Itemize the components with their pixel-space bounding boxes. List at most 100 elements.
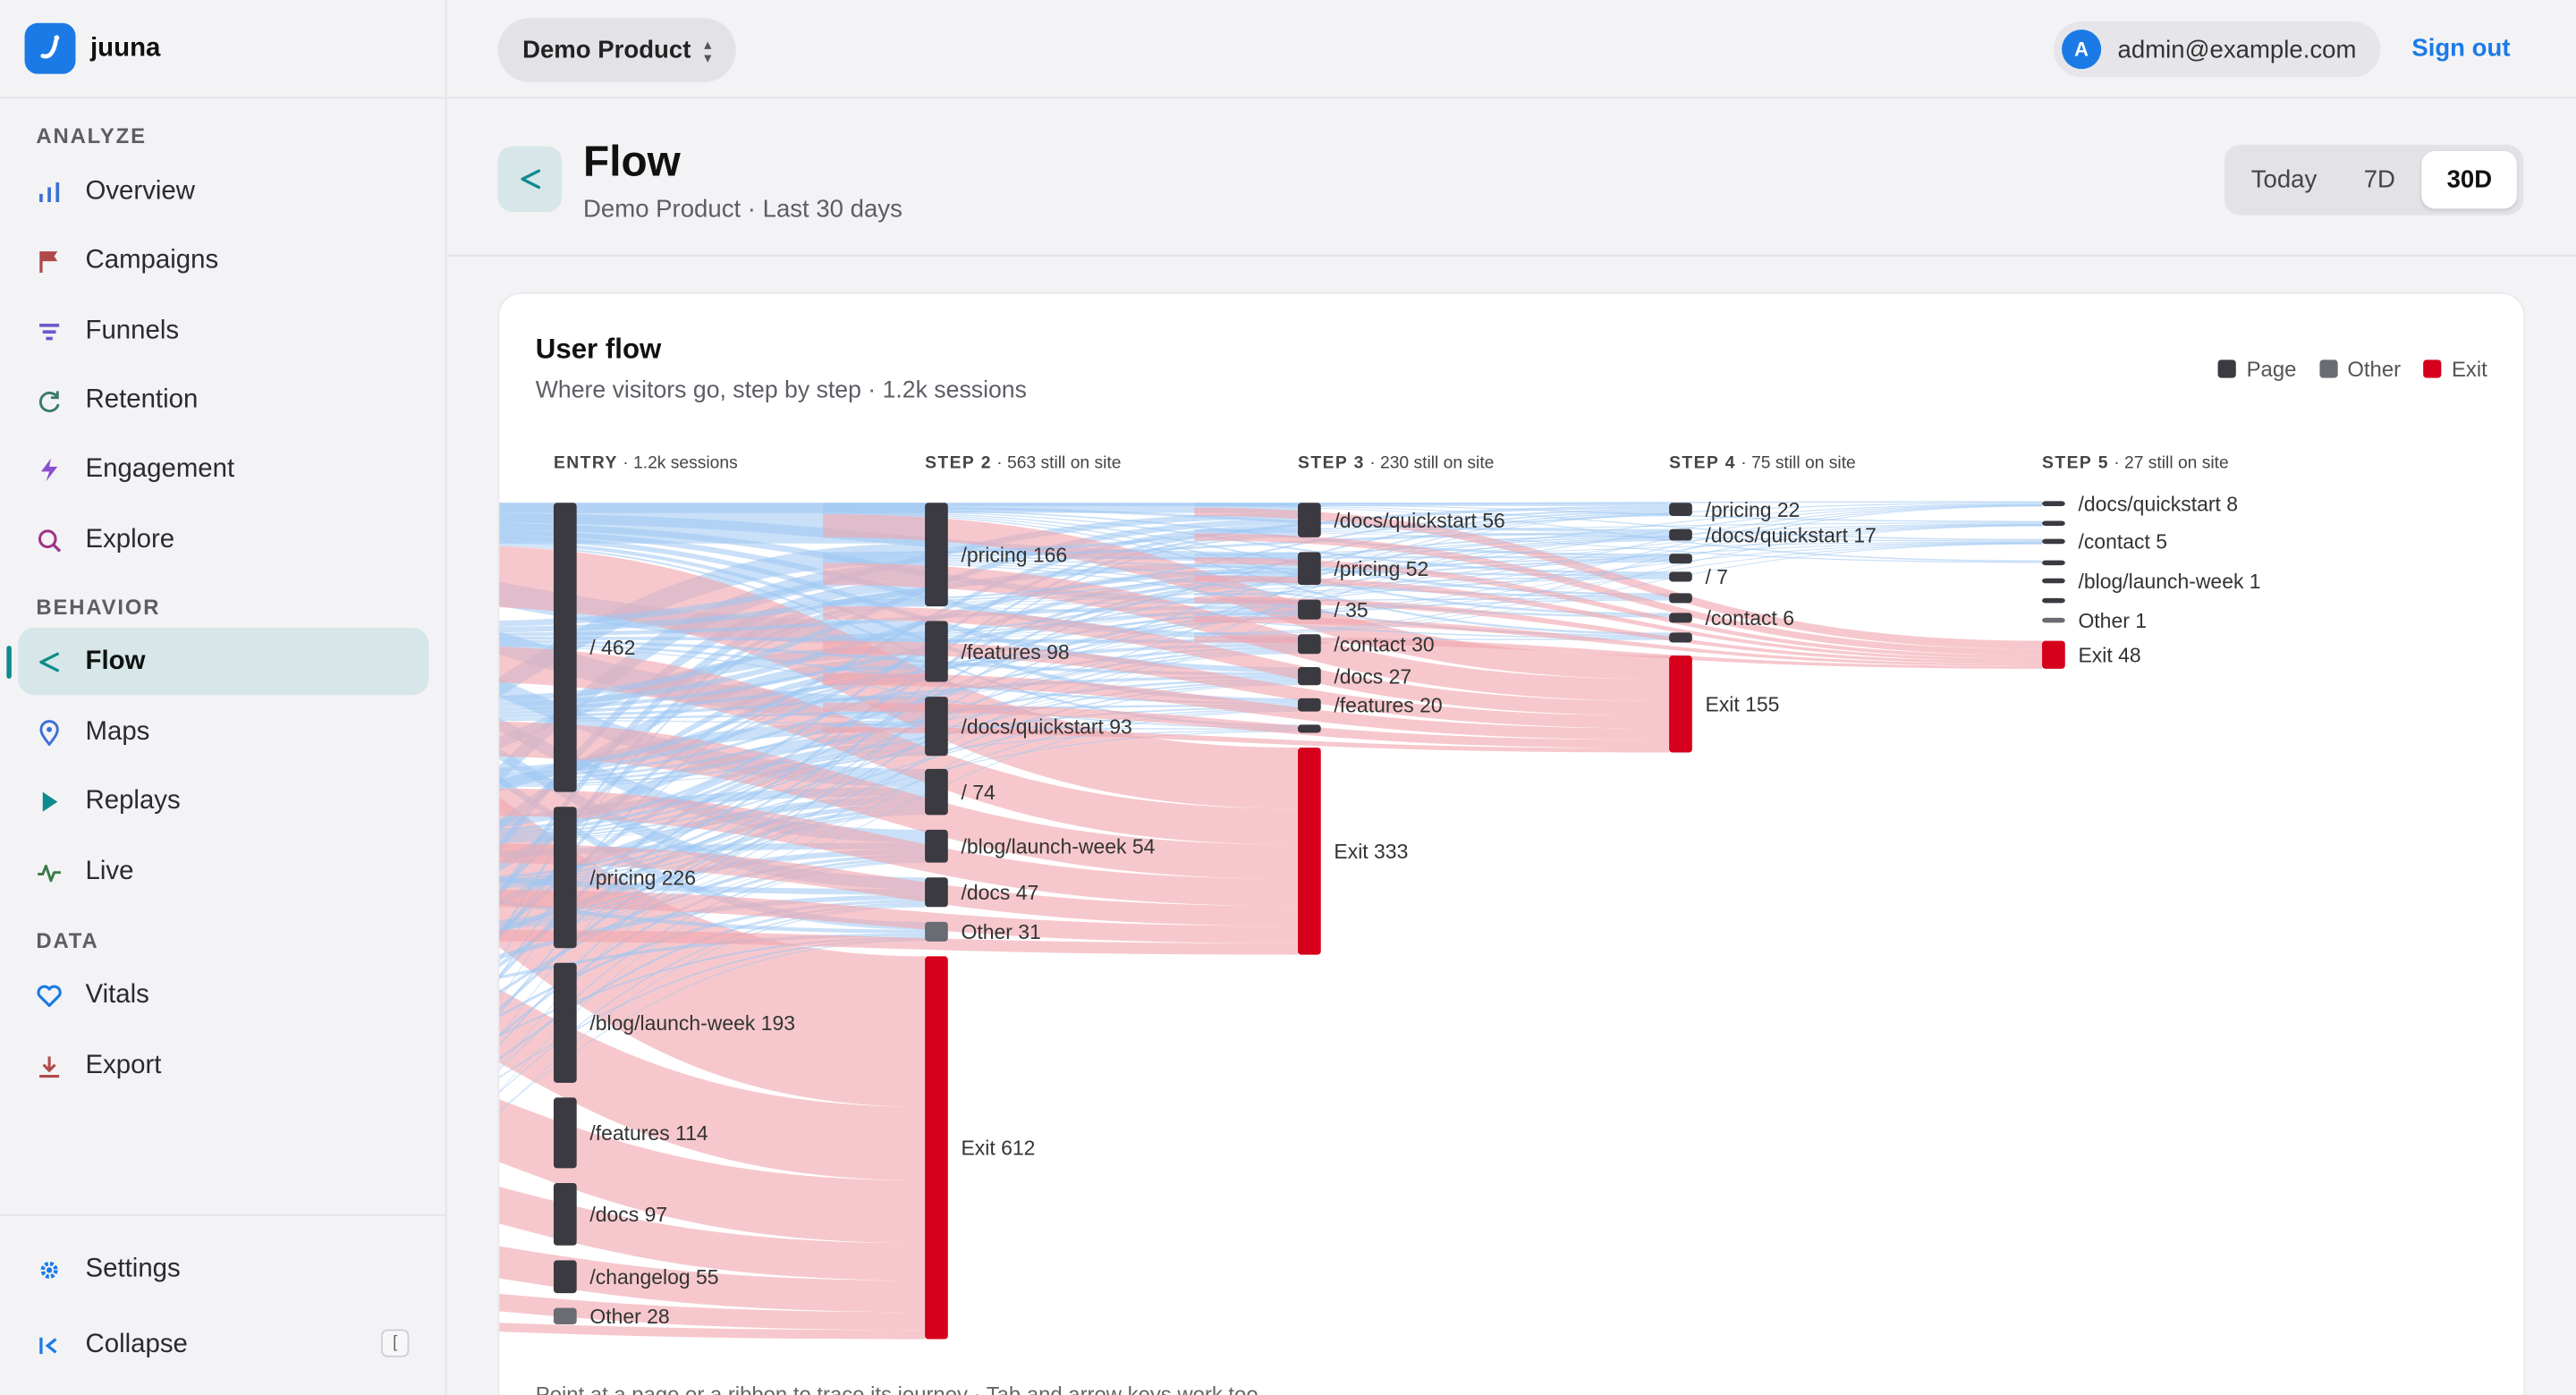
flow-link[interactable]: [823, 702, 1670, 748]
flow-node[interactable]: [1298, 698, 1321, 712]
flow-link[interactable]: [823, 537, 1670, 671]
flow-node[interactable]: [2042, 538, 2065, 545]
range-today-button[interactable]: Today: [2250, 165, 2318, 194]
range-30d-button[interactable]: 30D: [2421, 151, 2517, 209]
flow-link[interactable]: [1194, 507, 2043, 649]
flow-link[interactable]: [1194, 542, 2043, 596]
flow-node[interactable]: [553, 962, 577, 1083]
flow-link[interactable]: [499, 522, 1299, 606]
flow-link[interactable]: [1194, 616, 2043, 666]
flow-link[interactable]: [499, 1213, 926, 1313]
flow-node[interactable]: [553, 807, 577, 949]
flow-node-exit[interactable]: [2042, 640, 2065, 669]
flow-link[interactable]: [823, 513, 1670, 680]
flow-link[interactable]: [823, 514, 1670, 700]
flow-link[interactable]: [1194, 636, 2043, 669]
flow-link[interactable]: [499, 788, 1299, 907]
sidebar-item-maps[interactable]: Maps: [18, 698, 428, 765]
flow-node-exit[interactable]: [1298, 748, 1321, 955]
flow-link[interactable]: [1194, 596, 2043, 664]
brand[interactable]: juuna: [0, 0, 445, 99]
flow-node[interactable]: [1298, 552, 1321, 586]
flow-node[interactable]: [1669, 554, 1692, 564]
flow-link[interactable]: [823, 561, 1670, 672]
flow-link[interactable]: [499, 605, 1299, 637]
flow-link[interactable]: [1194, 505, 2043, 562]
flow-link[interactable]: [823, 672, 1670, 740]
flow-link[interactable]: [1194, 575, 2043, 662]
flow-link[interactable]: [1194, 503, 2043, 555]
sidebar-item-replays[interactable]: Replays: [18, 767, 428, 834]
flow-link[interactable]: [823, 561, 1670, 618]
flow-link[interactable]: [1194, 503, 2043, 531]
sidebar-item-funnels[interactable]: Funnels: [18, 298, 428, 365]
flow-link[interactable]: [499, 641, 926, 1107]
flow-link[interactable]: [823, 531, 1670, 558]
flow-node[interactable]: [553, 1097, 577, 1169]
flow-link[interactable]: [823, 539, 1670, 726]
flow-link[interactable]: [499, 568, 926, 721]
flow-link[interactable]: [1194, 542, 2043, 575]
sidebar-item-engagement[interactable]: Engagement: [18, 435, 428, 503]
flow-link[interactable]: [1194, 504, 2043, 541]
sidebar-item-live[interactable]: Live: [18, 838, 428, 905]
flow-node[interactable]: [1669, 632, 1692, 643]
flow-link[interactable]: [823, 605, 1670, 716]
flow-node[interactable]: [925, 877, 948, 908]
flow-node[interactable]: [553, 1182, 577, 1246]
flow-link[interactable]: [499, 1276, 926, 1331]
flow-link[interactable]: [499, 704, 1299, 720]
sidebar-item-settings[interactable]: Settings: [18, 1236, 428, 1303]
flow-link[interactable]: [499, 875, 926, 1181]
flow-node[interactable]: [925, 921, 948, 942]
flow-link[interactable]: [823, 510, 1670, 575]
flow-link[interactable]: [499, 1131, 926, 1281]
sign-out-link[interactable]: Sign out: [2411, 34, 2511, 63]
flow-link[interactable]: [823, 640, 1670, 729]
flow-link[interactable]: [499, 639, 1299, 676]
flow-link[interactable]: [499, 865, 926, 895]
flow-link[interactable]: [823, 536, 1670, 638]
flow-node[interactable]: [1669, 613, 1692, 623]
flow-link[interactable]: [1194, 533, 2043, 655]
flow-link[interactable]: [823, 511, 1670, 596]
flow-link[interactable]: [1194, 543, 2043, 616]
flow-link[interactable]: [1194, 504, 2043, 595]
flow-link[interactable]: [1194, 505, 2043, 634]
flow-node[interactable]: [2042, 520, 2065, 526]
sidebar-item-export[interactable]: Export: [18, 1032, 428, 1099]
flow-node[interactable]: [1669, 593, 1692, 604]
flow-node[interactable]: [2042, 501, 2065, 506]
flow-node[interactable]: [553, 1260, 577, 1294]
flow-node[interactable]: [1298, 634, 1321, 655]
flow-node[interactable]: [1298, 667, 1321, 686]
flow-link[interactable]: [1194, 522, 2043, 531]
flow-link[interactable]: [1194, 523, 2043, 556]
flow-link[interactable]: [823, 578, 1670, 639]
flow-link[interactable]: [499, 1315, 926, 1340]
flow-node[interactable]: [1298, 599, 1321, 620]
flow-node[interactable]: [925, 621, 948, 682]
sidebar-item-explore[interactable]: Explore: [18, 506, 428, 573]
sidebar-item-overview[interactable]: Overview: [18, 157, 428, 224]
sidebar-item-campaigns[interactable]: Campaigns: [18, 227, 428, 294]
flow-link[interactable]: [1194, 557, 2043, 659]
flow-node[interactable]: [925, 697, 948, 757]
flow-link[interactable]: [1194, 525, 2043, 635]
flow-link[interactable]: [499, 562, 1299, 633]
flow-link[interactable]: [1194, 503, 2043, 573]
flow-link[interactable]: [499, 929, 1299, 955]
flow-link[interactable]: [1194, 543, 2043, 636]
flow-link[interactable]: [823, 727, 1670, 753]
flow-node-exit[interactable]: [925, 956, 948, 1340]
flow-link[interactable]: [823, 559, 1670, 577]
flow-link[interactable]: [499, 889, 1299, 943]
flow-node[interactable]: [1298, 724, 1321, 733]
flow-node[interactable]: [2042, 617, 2065, 623]
flow-node[interactable]: [553, 1307, 577, 1324]
product-switcher[interactable]: Demo Product ▴ ▾: [497, 18, 736, 82]
flow-link[interactable]: [1194, 524, 2043, 574]
flow-node[interactable]: [1669, 503, 1692, 516]
flow-link[interactable]: [1194, 531, 2043, 563]
flow-link[interactable]: [823, 534, 1670, 604]
